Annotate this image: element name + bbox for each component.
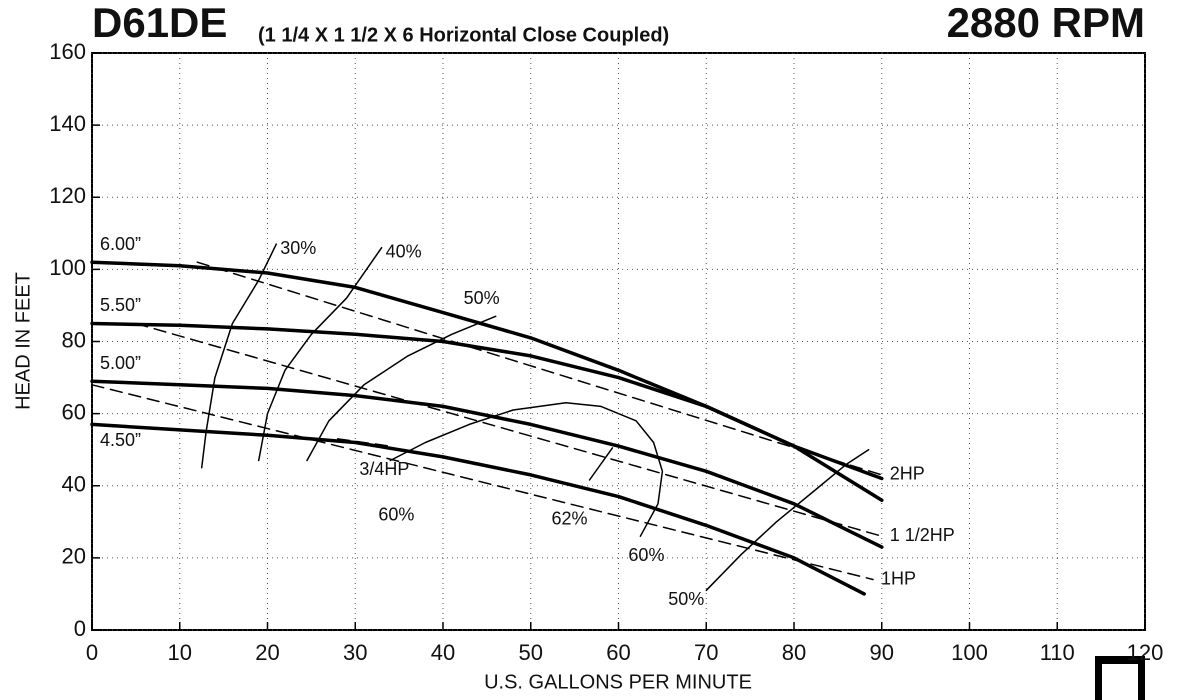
curve [705, 448, 870, 592]
x-tick-label: 70 [694, 640, 718, 665]
curve-label: 5.50” [100, 295, 141, 315]
y-tick-label: 80 [62, 327, 86, 352]
curve-label: 50% [668, 589, 704, 609]
curve-label: 4.50” [100, 430, 141, 450]
y-tick-label: 160 [49, 39, 86, 64]
x-tick-label: 110 [1040, 640, 1075, 665]
y-tick-label: 100 [49, 255, 86, 280]
x-tick-label: 120 [1127, 640, 1164, 665]
curve [90, 422, 866, 596]
curve-label: 1HP [881, 568, 916, 588]
y-tick-label: 20 [62, 544, 86, 569]
x-tick-label: 90 [870, 640, 894, 665]
x-tick-label: 80 [782, 640, 806, 665]
curve [90, 321, 884, 502]
curve-label: 5.00” [100, 353, 141, 373]
curve [196, 261, 883, 476]
curve [389, 402, 664, 537]
curve-label: 60% [628, 545, 664, 565]
x-tick-label: 40 [431, 640, 455, 665]
x-tick-label: 50 [519, 640, 543, 665]
y-tick-label: 0 [74, 616, 86, 641]
x-axis-title: U.S. GALLONS PER MINUTE [484, 671, 752, 693]
y-axis-title: HEAD IN FEET [12, 272, 34, 410]
curve [336, 438, 392, 447]
x-tick-label: 100 [951, 640, 988, 665]
curve [588, 447, 614, 481]
curve [135, 322, 883, 537]
y-tick-label: 140 [49, 111, 86, 136]
curve-label: 30% [280, 238, 316, 258]
speed-label: 2880 RPM [947, 0, 1145, 46]
chart-title: D61DE [92, 0, 227, 46]
curve [257, 246, 383, 462]
y-tick-label: 40 [62, 472, 86, 497]
curve-label: 50% [464, 288, 500, 308]
x-tick-label: 10 [168, 640, 192, 665]
curve-label: 3/4HP [359, 459, 409, 479]
curve-label: 6.00” [100, 234, 141, 254]
y-tick-label: 120 [49, 183, 86, 208]
y-tick-label: 60 [62, 399, 86, 424]
x-tick-label: 20 [255, 640, 279, 665]
curve-label: 40% [386, 241, 422, 261]
curve [200, 243, 278, 469]
curve [306, 315, 497, 462]
x-tick-label: 30 [343, 640, 367, 665]
corner-box-inner [1102, 664, 1138, 700]
curve [91, 384, 874, 581]
curve-label: 1 1/2HP [890, 525, 955, 545]
curve-label: 62% [552, 509, 588, 529]
curve [90, 379, 884, 549]
x-tick-label: 0 [86, 640, 98, 665]
chart-subtitle: (1 1/4 X 1 1/2 X 6 Horizontal Close Coup… [258, 24, 669, 46]
x-tick-label: 60 [606, 640, 630, 665]
curve-label: 2HP [890, 464, 925, 484]
curve-label: 60% [378, 504, 414, 524]
